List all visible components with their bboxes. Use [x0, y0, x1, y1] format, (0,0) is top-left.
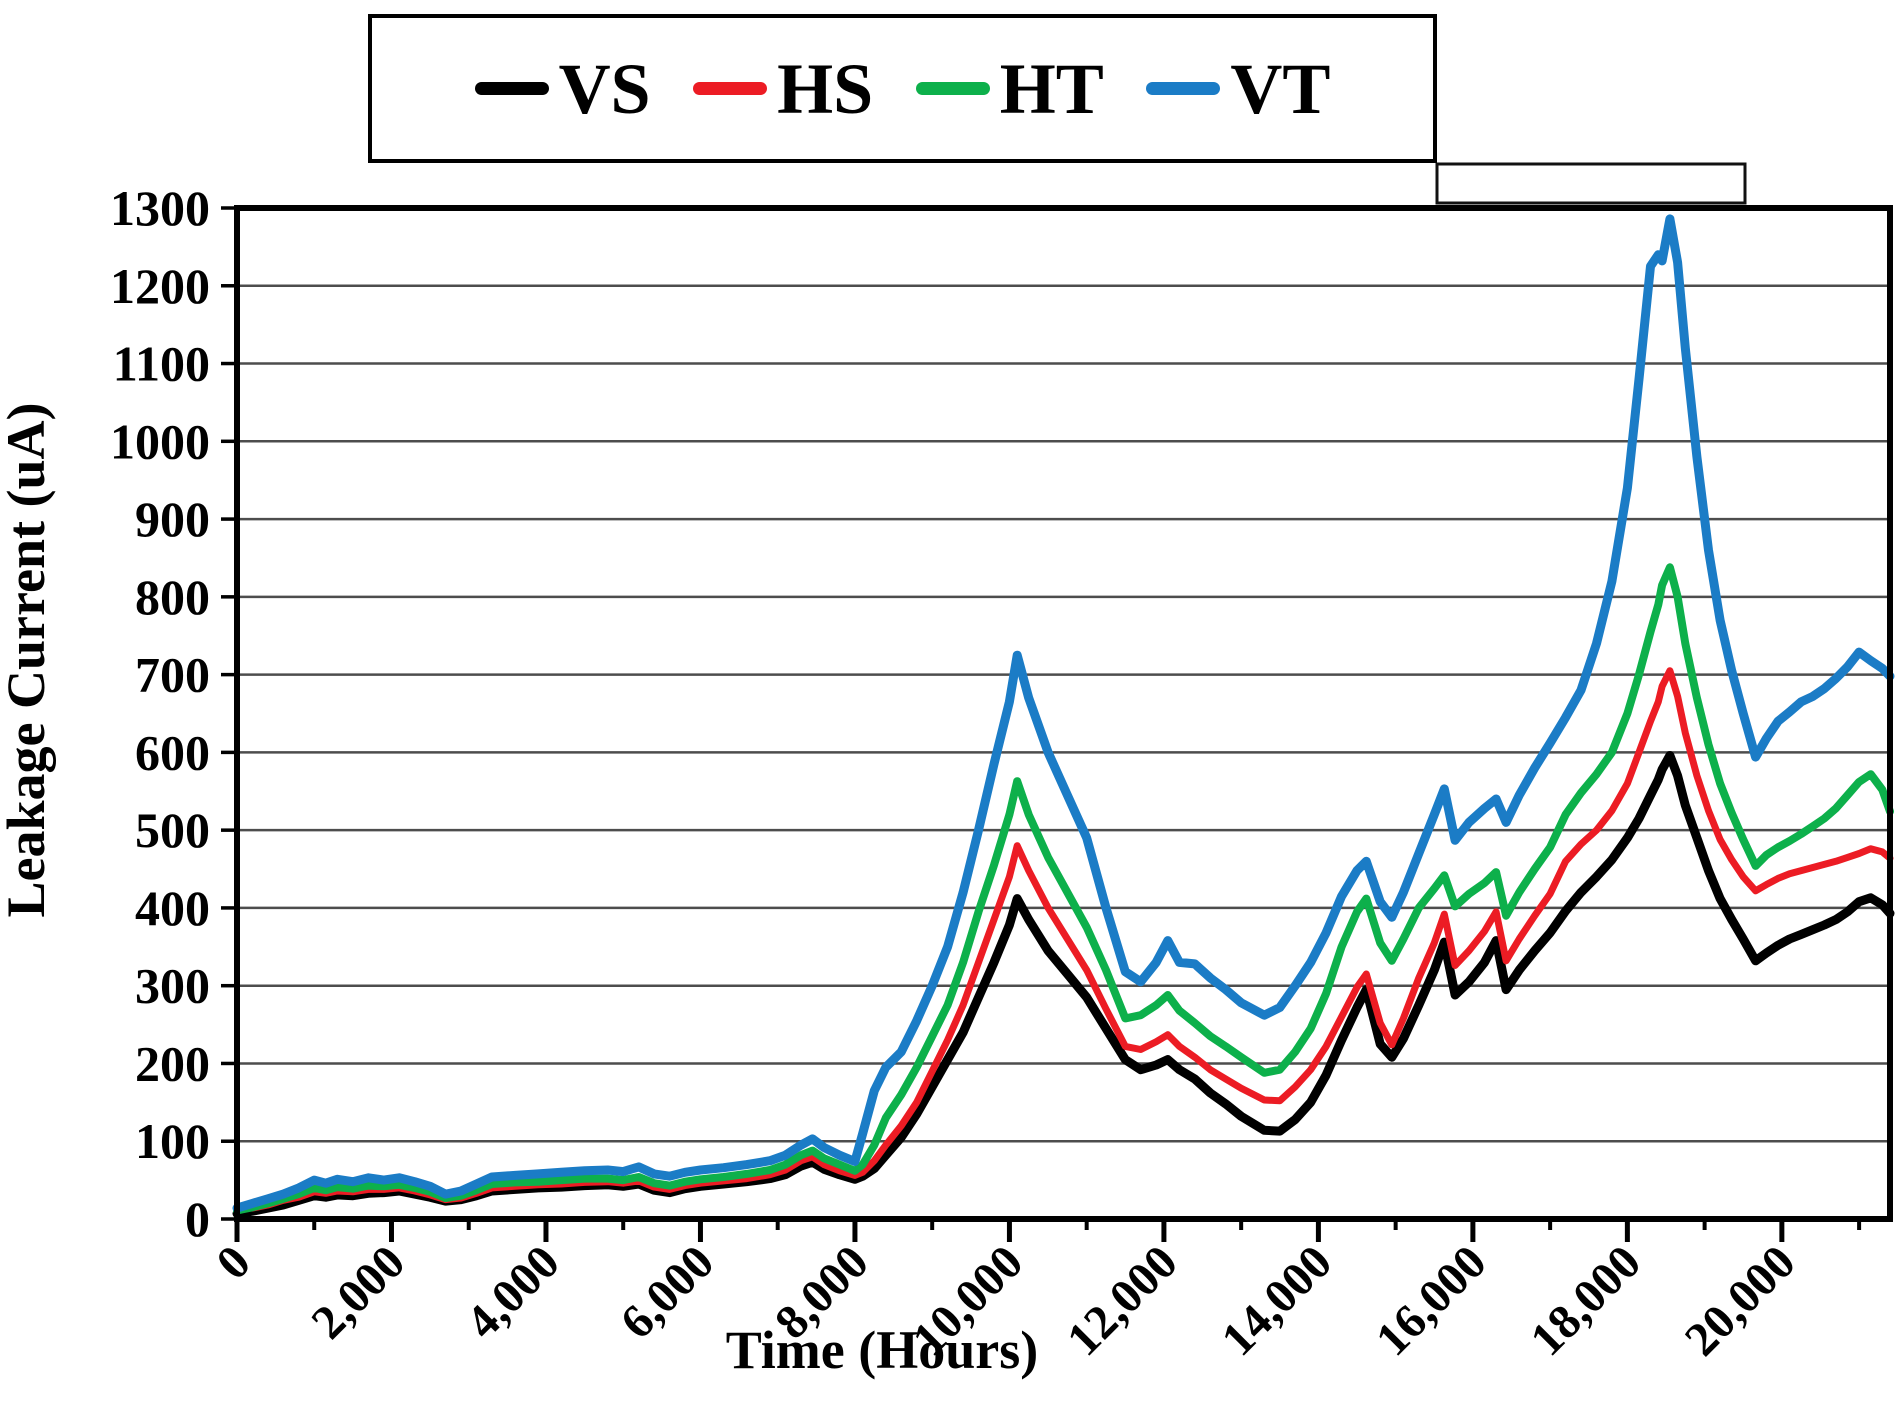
legend-item-vt: VT [1146, 53, 1330, 125]
legend-box-extension [1435, 162, 1747, 205]
axis-ticks [221, 206, 1862, 1242]
y-tick-label-500: 500 [135, 802, 210, 858]
plot-frame [234, 205, 1893, 1222]
x-tick-label-14000: 14,000 [1211, 1235, 1342, 1366]
hs-line-swatch-icon [693, 82, 768, 95]
x-tick-label-6000: 6,000 [610, 1235, 724, 1349]
x-tick-label-4000: 4,000 [456, 1235, 570, 1349]
y-tick-label-1200: 1200 [110, 258, 210, 314]
y-tick-label-0: 0 [185, 1191, 210, 1247]
gridlines [237, 284, 1890, 1143]
legend-label-hs: HS [777, 48, 874, 129]
chart-legend: VS HS HT VT [368, 14, 1437, 163]
y-tick-label-200: 200 [135, 1035, 210, 1091]
series-line-vt [232, 214, 1895, 1213]
y-tick-label-1000: 1000 [110, 413, 210, 469]
y-tick-label-600: 600 [135, 724, 210, 780]
y-tick-label-1100: 1100 [113, 336, 210, 392]
vs-line-swatch-icon [474, 82, 549, 95]
y-tick-label-300: 300 [135, 958, 210, 1014]
x-tick-label-20000: 20,000 [1675, 1235, 1806, 1366]
legend-label-vt: VT [1230, 48, 1331, 129]
legend-item-ht: HT [915, 48, 1104, 129]
legend-label-ht: HT [999, 48, 1104, 129]
x-tick-label-2000: 2,000 [301, 1235, 415, 1349]
ht-line-swatch-icon [915, 82, 990, 95]
y-tick-label-900: 900 [135, 491, 210, 547]
x-axis-title: Time (Hours) [726, 1320, 1038, 1380]
x-tick-label-18000: 18,000 [1520, 1235, 1651, 1366]
y-tick-label-1300: 1300 [110, 180, 210, 236]
y-axis-title: Leakage Current (uA) [0, 403, 56, 918]
legend-label-vs: VS [558, 48, 651, 129]
data-series [232, 214, 1895, 1219]
y-tick-label-400: 400 [135, 880, 210, 936]
series-line-ht [233, 563, 1894, 1215]
y-tick-label-700: 700 [135, 647, 210, 703]
x-tick-label-0: 0 [206, 1235, 260, 1289]
x-tick-label-12000: 12,000 [1057, 1235, 1188, 1366]
vt-line-swatch-icon [1146, 82, 1221, 95]
y-tick-label-100: 100 [135, 1113, 210, 1169]
legend-item-vs: VS [474, 48, 651, 129]
y-tick-label-800: 800 [135, 569, 210, 625]
x-tick-label-16000: 16,000 [1366, 1235, 1497, 1366]
legend-item-hs: HS [693, 53, 873, 125]
